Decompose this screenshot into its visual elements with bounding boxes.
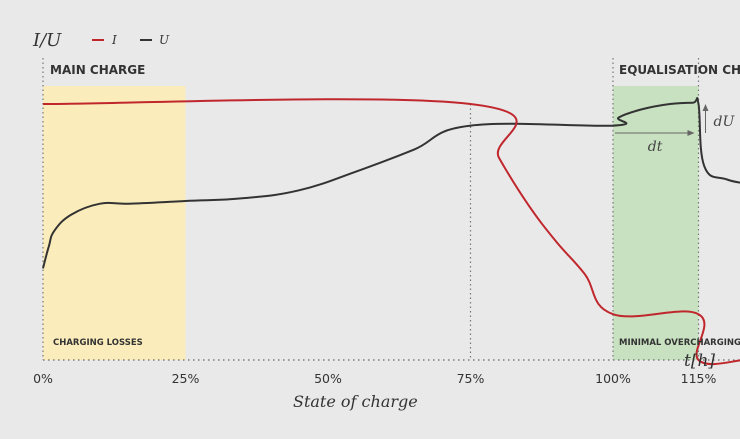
minimal-overcharging-region bbox=[613, 86, 699, 360]
legend: I U bbox=[92, 33, 170, 47]
x-tick-0: 0% bbox=[33, 371, 53, 386]
x-tick-1: 25% bbox=[172, 371, 200, 386]
x-axis-label: State of charge bbox=[293, 392, 418, 411]
y-axis-label: I/U bbox=[32, 30, 62, 51]
voltage-curve bbox=[42, 97, 740, 269]
x-tick-3: 75% bbox=[457, 371, 485, 386]
current-curve bbox=[42, 98, 740, 366]
x-tick-labels: 0% 25% 50% 75% 100% 115% bbox=[33, 371, 716, 386]
legend-label-u: U bbox=[159, 33, 170, 47]
du-label: dU bbox=[714, 114, 736, 130]
du-arrow-head bbox=[702, 104, 709, 111]
legend-label-i: I bbox=[111, 33, 117, 47]
equalisation-charge-label: EQUALISATION CHARGE bbox=[619, 63, 740, 77]
dt-arrow-head bbox=[687, 130, 695, 136]
dt-label: dt bbox=[648, 139, 663, 155]
charging-losses-region bbox=[43, 86, 186, 360]
main-charge-label: MAIN CHARGE bbox=[50, 63, 145, 77]
charging-losses-label: CHARGING LOSSES bbox=[53, 338, 143, 348]
time-axis-label: t[h] bbox=[684, 351, 715, 371]
x-tick-5: 115% bbox=[681, 371, 717, 386]
x-tick-2: 50% bbox=[314, 371, 342, 386]
x-tick-4: 100% bbox=[595, 371, 631, 386]
minimal-overcharging-label: MINIMAL OVERCHARGING bbox=[619, 338, 740, 348]
